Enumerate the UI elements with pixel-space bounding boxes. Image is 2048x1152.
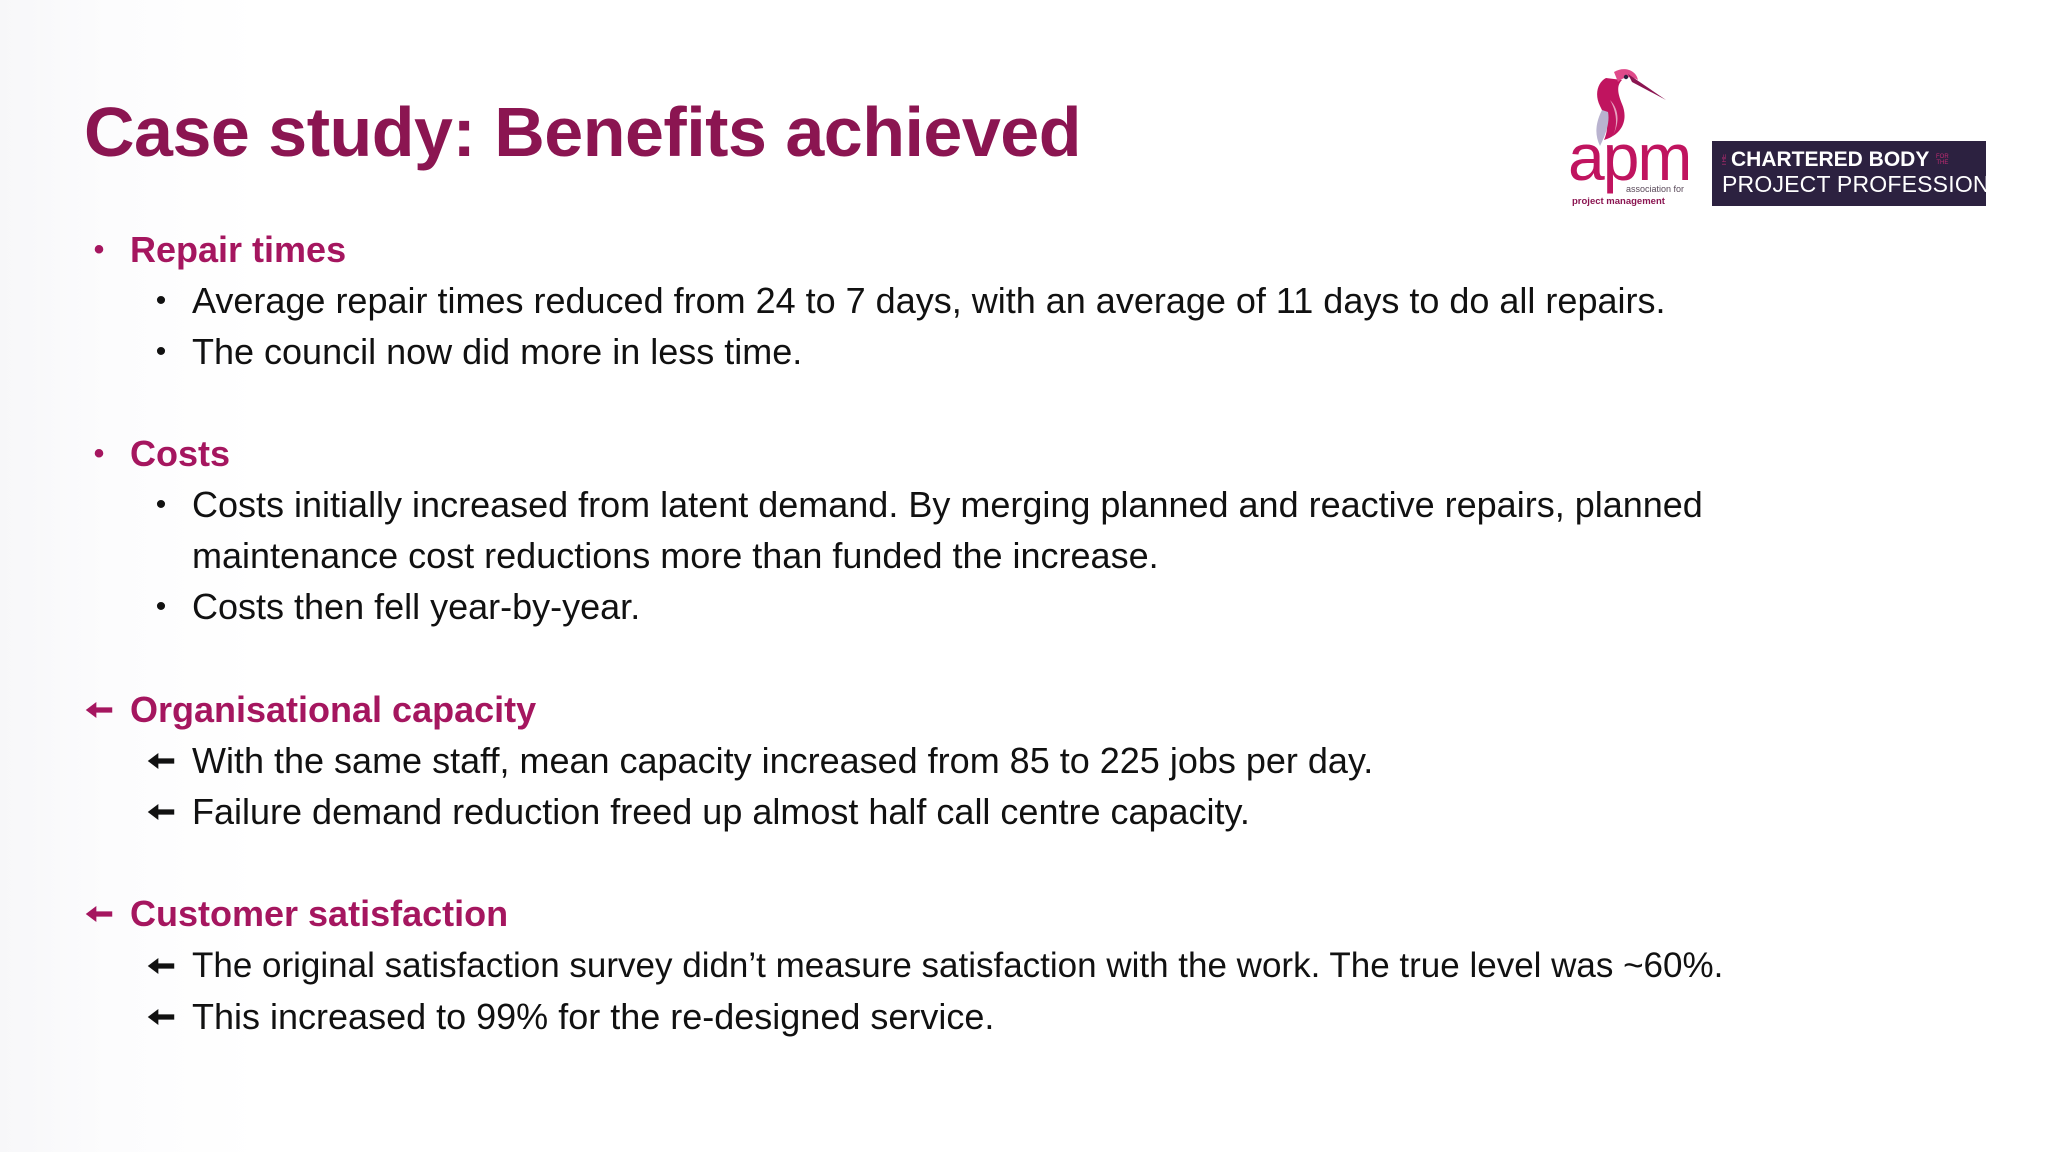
item-text: This increased to 99% for the re-designe…	[192, 996, 995, 1037]
item-text: Costs initially increased from latent de…	[192, 484, 1703, 525]
chartered-body-badge: THE CHARTERED BODY FOR THE PROJECT PROFE…	[1712, 141, 1990, 206]
bullet-dot: •	[155, 488, 167, 521]
bullet-dot: •	[155, 590, 167, 623]
section-heading-repair-times: • Repair times	[84, 228, 984, 272]
section-heading-customer-satisfaction: Customer satisfaction	[84, 892, 984, 936]
apm-project-management-text: project management	[1572, 196, 1665, 207]
list-item: • Costs initially increased from latent …	[146, 483, 1996, 527]
list-item: The original satisfaction survey didn’t …	[146, 944, 2026, 988]
chartered-line1: CHARTERED BODY	[1731, 148, 1930, 171]
bullet-dot: •	[93, 437, 105, 470]
arrow-bullet-icon	[146, 790, 176, 834]
bullet-dot: •	[155, 284, 167, 317]
heading-text: Repair times	[130, 229, 347, 270]
item-text: The council now did more in less time.	[192, 331, 803, 372]
heron-logo-icon	[1596, 69, 1666, 146]
list-item: Failure demand reduction freed up almost…	[146, 790, 1996, 834]
arrow-bullet-icon	[146, 995, 176, 1039]
bullet-dot: •	[93, 233, 105, 266]
apm-association-text: association for	[1625, 184, 1684, 194]
item-text: The original satisfaction survey didn’t …	[192, 946, 1724, 985]
bullet-dot: •	[155, 335, 167, 368]
item-text: Average repair times reduced from 24 to …	[192, 280, 1666, 321]
heading-text: Organisational capacity	[130, 689, 537, 730]
section-heading-organisational-capacity: Organisational capacity	[84, 688, 984, 732]
section-heading-costs: • Costs	[84, 432, 984, 476]
list-item: This increased to 99% for the re-designe…	[146, 995, 1996, 1039]
chartered-line2: PROJECT PROFESSION	[1722, 171, 1990, 197]
slide-title: Case study: Benefits achieved	[84, 93, 1081, 171]
list-item: • The council now did more in less time.	[146, 330, 1996, 374]
list-item: • Costs then fell year-by-year.	[146, 585, 1996, 629]
arrow-bullet-icon	[84, 892, 114, 936]
item-text: Costs then fell year-by-year.	[192, 586, 641, 627]
arrow-bullet-icon	[84, 688, 114, 732]
arrow-bullet-icon	[146, 739, 176, 783]
item-text: With the same staff, mean capacity incre…	[192, 740, 1374, 781]
arrow-bullet-icon	[146, 944, 176, 988]
heading-text: Customer satisfaction	[130, 893, 509, 934]
list-item: • Average repair times reduced from 24 t…	[146, 279, 1996, 323]
list-item-continuation: maintenance cost reductions more than fu…	[146, 534, 1996, 578]
item-text: Failure demand reduction freed up almost…	[192, 791, 1250, 832]
list-item: With the same staff, mean capacity incre…	[146, 739, 1996, 783]
item-text: maintenance cost reductions more than fu…	[192, 535, 1159, 576]
chartered-suffix: FOR THE	[1936, 154, 1949, 166]
apm-wordmark: apm	[1568, 120, 1692, 194]
heading-text: Costs	[130, 433, 231, 474]
apm-logo: apm association for project management T…	[1566, 60, 1990, 220]
